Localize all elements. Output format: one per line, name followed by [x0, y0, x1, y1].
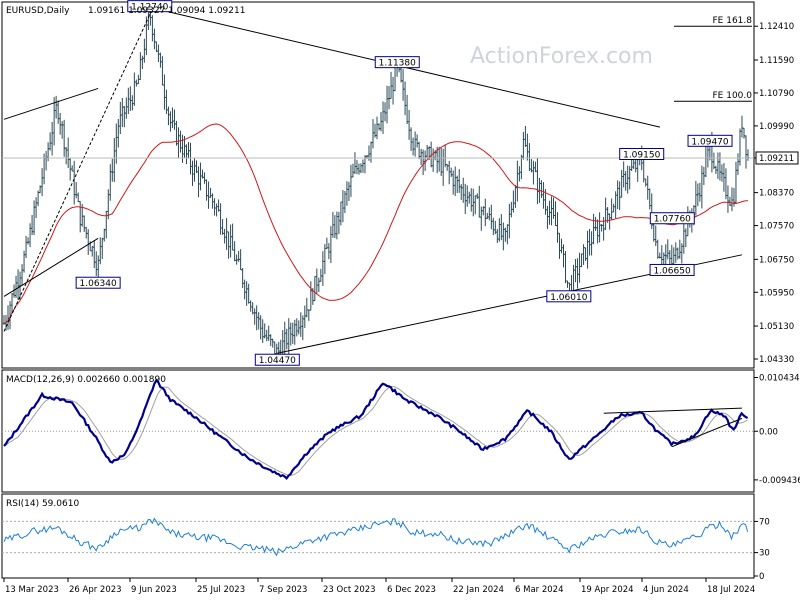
- rsi-axis-label: 0: [759, 572, 764, 582]
- price-axis-label: 1.05950: [759, 288, 794, 298]
- price-annotation-label: 1.09470: [691, 137, 728, 147]
- price-annotation-box: [546, 290, 592, 303]
- date-axis-label: 19 Apr 2024: [581, 585, 634, 595]
- price-axis-label: 1.09211: [759, 154, 794, 164]
- macd-trendline: [603, 407, 742, 414]
- macd-signal-line: [3, 386, 748, 476]
- macd-trendline: [671, 417, 743, 448]
- trendline: [3, 87, 99, 120]
- macd-axis-label: -0.009436: [759, 476, 800, 486]
- price-annotation-label: 1.06650: [653, 266, 690, 276]
- date-axis-label: 26 Apr 2023: [69, 585, 122, 595]
- date-axis-label: 25 Jul 2023: [197, 585, 245, 595]
- price-axis-label: 1.05130: [759, 322, 794, 332]
- date-axis-label: 6 Mar 2024: [515, 585, 563, 595]
- ohlc-label: 1.09161 1.09327 1.09094 1.09211: [88, 6, 245, 16]
- date-axis-label: 13 Mar 2023: [5, 585, 59, 595]
- macd-axis-label: 0.00: [759, 427, 778, 437]
- fibonacci-level-label: FE 161.8: [713, 16, 753, 26]
- price-axis-label: 1.12410: [759, 22, 794, 32]
- rsi-layer: [2, 517, 754, 557]
- macd-axis-label: 0.010434: [759, 373, 800, 383]
- rsi-pane: [1, 493, 755, 579]
- macd-title: MACD(12,26,9) 0.002660 0.001890: [6, 375, 166, 385]
- macd-line: [3, 378, 749, 480]
- price-layer: [2, 1, 754, 364]
- date-axis-label: 4 Jun 2024: [643, 585, 689, 595]
- price-annotation-label: 1.07760: [654, 215, 691, 225]
- date-axis-label: 6 Dec 2023: [387, 585, 436, 595]
- price-annotation-box: [687, 134, 733, 147]
- watermark: ActionForex.com: [470, 44, 653, 69]
- price-annotation-label: 1.04470: [259, 356, 296, 366]
- price-pane: [1, 1, 755, 369]
- price-axis-label: 1.06750: [759, 255, 794, 265]
- current-price-box: [755, 151, 799, 165]
- price-annotation-box: [127, 0, 173, 13]
- axis-layer: 1.12410 1.11590 1.10790 1.09990 1.09211 1.083…: [3, 22, 800, 595]
- date-axis-label: 9 Jun 2023: [131, 585, 177, 595]
- date-axis-label: 18 Jul 2024: [707, 585, 755, 595]
- price-annotation-label: 1.09150: [623, 150, 660, 160]
- date-axis-label: 22 Jan 2024: [453, 585, 504, 595]
- price-axis-label: 1.08370: [759, 189, 794, 199]
- symbol-label: EURUSD,Daily: [6, 6, 70, 16]
- price-annotation-box: [254, 353, 300, 366]
- price-annotation-box: [75, 276, 121, 289]
- date-axis-label: 7 Sep 2023: [259, 585, 307, 595]
- fibonacci-level-label: FE 100.0: [713, 91, 753, 101]
- moving-average-line: [3, 123, 748, 324]
- annotation-layer: FE 161.8 FE 100.0 1.12740 1.11380 1.09150 1.0…: [75, 0, 753, 366]
- price-annotation-box: [649, 263, 695, 276]
- trendline: [3, 7, 154, 332]
- price-annotation-box: [649, 212, 695, 225]
- price-annotation-box: [374, 56, 420, 69]
- price-axis-label: 1.10790: [759, 89, 794, 99]
- date-axis-label: 23 Oct 2023: [323, 585, 376, 595]
- price-annotation-box: [619, 147, 665, 160]
- rsi-line: [3, 517, 749, 557]
- macd-layer: [2, 378, 754, 480]
- price-axis-label: 1.07570: [759, 222, 794, 232]
- price-axis-label: 1.04330: [759, 355, 794, 365]
- price-annotation-label: 1.06010: [550, 293, 587, 303]
- rsi-title: RSI(14) 59.0610: [6, 499, 79, 509]
- price-annotation-label: 1.06340: [80, 279, 117, 289]
- price-axis-label: 1.11590: [759, 56, 794, 66]
- rsi-axis-label: 70: [759, 517, 770, 527]
- trendline: [3, 237, 99, 297]
- rsi-axis-label: 30: [759, 549, 770, 559]
- price-axis-label: 1.09990: [759, 122, 794, 132]
- price-annotation-label: 1.11380: [379, 59, 416, 69]
- price-annotation-label: 1.12740: [131, 3, 168, 13]
